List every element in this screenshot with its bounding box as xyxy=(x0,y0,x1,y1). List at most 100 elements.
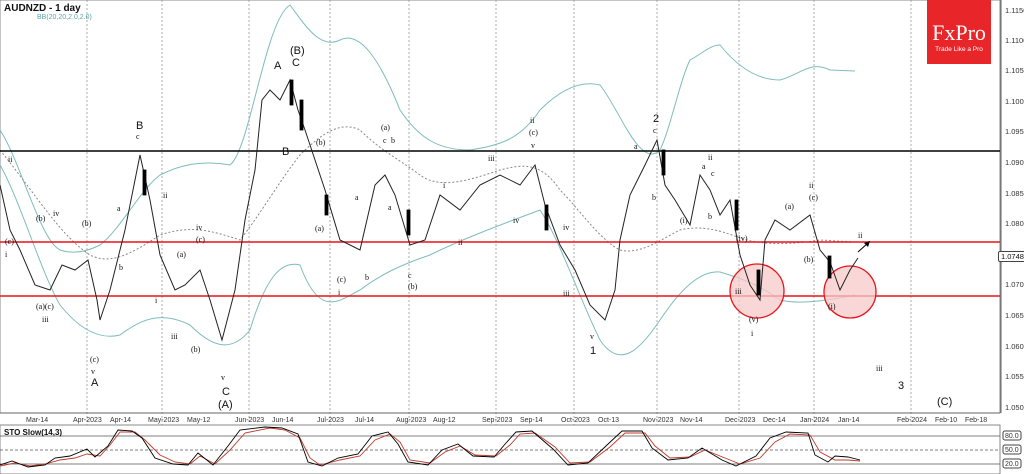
svg-text:b: b xyxy=(119,263,123,272)
bollinger-bands xyxy=(0,4,856,356)
svg-text:(C): (C) xyxy=(937,396,952,408)
svg-text:Nov-14: Nov-14 xyxy=(680,417,703,424)
svg-text:iv: iv xyxy=(563,223,569,232)
svg-text:b: b xyxy=(708,212,712,221)
svg-text:Feb-18: Feb-18 xyxy=(965,417,987,424)
highlight-zone-january xyxy=(823,265,877,319)
svg-text:(b): (b) xyxy=(408,282,418,291)
svg-text:C: C xyxy=(292,57,300,69)
svg-text:(b): (b) xyxy=(316,138,326,147)
svg-text:a: a xyxy=(355,193,359,202)
svg-text:(b): (b) xyxy=(36,214,46,223)
svg-text:(v): (v) xyxy=(749,315,759,324)
price-axis: 1.1150 1.1100 1.1050 1.1000 1.0950 1.0900 1.… xyxy=(1000,0,1024,413)
svg-text:c: c xyxy=(383,136,387,145)
svg-text:iii: iii xyxy=(42,315,49,324)
svg-text:1.0950: 1.0950 xyxy=(1005,127,1024,136)
svg-text:A: A xyxy=(91,377,99,389)
svg-text:(c): (c) xyxy=(90,355,99,364)
svg-text:ii: ii xyxy=(530,116,535,125)
svg-text:iv: iv xyxy=(196,223,202,232)
svg-text:(c): (c) xyxy=(337,275,346,284)
svg-text:a: a xyxy=(702,162,706,171)
svg-text:iii: iii xyxy=(876,364,883,373)
svg-text:May-2023: May-2023 xyxy=(148,417,179,424)
svg-text:Aug-12: Aug-12 xyxy=(433,417,456,424)
logo-brand: FxPro xyxy=(932,20,986,45)
svg-text:B: B xyxy=(282,146,289,158)
svg-text:1.0500: 1.0500 xyxy=(1005,403,1024,412)
svg-text:v: v xyxy=(91,367,95,376)
svg-text:i: i xyxy=(155,296,158,305)
svg-text:ii: ii xyxy=(809,181,814,190)
svg-text:Apr-14: Apr-14 xyxy=(110,417,131,424)
svg-text:1.0550: 1.0550 xyxy=(1005,372,1024,381)
svg-text:(a): (a) xyxy=(381,123,390,132)
svg-text:Jan-14: Jan-14 xyxy=(838,417,860,424)
svg-text:Feb-10: Feb-10 xyxy=(935,417,957,424)
wave-labels: A B C (A) A (B) C B 2 1 3 (C) xyxy=(91,45,952,411)
svg-text:(a)(c): (a)(c) xyxy=(36,302,54,311)
svg-text:50.0: 50.0 xyxy=(1005,447,1019,454)
bollinger-label: BB(20,20,2.0,2.0) xyxy=(37,14,92,21)
svg-text:(c): (c) xyxy=(809,193,818,202)
svg-text:b: b xyxy=(365,273,369,282)
svg-text:b: b xyxy=(652,193,656,202)
svg-text:i: i xyxy=(443,181,446,190)
svg-text:1.1000: 1.1000 xyxy=(1005,97,1024,106)
svg-text:ii: ii xyxy=(163,191,168,200)
svg-text:(A): (A) xyxy=(218,399,233,411)
svg-text:c: c xyxy=(136,132,140,141)
svg-text:v: v xyxy=(590,332,594,341)
svg-text:20.0: 20.0 xyxy=(1005,461,1019,468)
svg-text:1.0900: 1.0900 xyxy=(1005,158,1024,167)
svg-text:(b): (b) xyxy=(191,345,201,354)
svg-text:i: i xyxy=(5,250,8,259)
svg-text:a: a xyxy=(117,204,121,213)
svg-text:c: c xyxy=(653,126,657,135)
svg-text:i: i xyxy=(338,288,341,297)
svg-text:Jul-2023: Jul-2023 xyxy=(317,417,344,424)
current-price-tag: 1.0748 xyxy=(998,251,1024,262)
svg-text:iii: iii xyxy=(735,287,742,296)
svg-text:1.0700: 1.0700 xyxy=(1005,280,1024,289)
month-gridlines xyxy=(86,0,912,474)
svg-text:Oct-13: Oct-13 xyxy=(598,417,619,424)
svg-text:1.1050: 1.1050 xyxy=(1005,66,1024,75)
svg-text:3: 3 xyxy=(898,380,904,392)
svg-text:v: v xyxy=(221,373,225,382)
svg-text:(c): (c) xyxy=(5,237,14,246)
svg-text:Dec-14: Dec-14 xyxy=(763,417,786,424)
svg-text:Feb-2024: Feb-2024 xyxy=(897,417,927,424)
svg-text:80.0: 80.0 xyxy=(1005,433,1019,440)
svg-text:1.1100: 1.1100 xyxy=(1005,36,1024,45)
svg-text:A: A xyxy=(274,60,282,72)
svg-text:Jul-14: Jul-14 xyxy=(355,417,374,424)
svg-text:1.1150: 1.1150 xyxy=(1005,6,1024,15)
svg-text:ii: ii xyxy=(708,153,713,162)
svg-text:iii: iii xyxy=(563,289,570,298)
svg-text:Sep-14: Sep-14 xyxy=(520,417,543,424)
svg-text:(iv): (iv) xyxy=(736,234,748,243)
svg-text:(b): (b) xyxy=(82,219,92,228)
svg-text:Dec-2023: Dec-2023 xyxy=(725,417,755,424)
svg-text:1.0600: 1.0600 xyxy=(1005,342,1024,351)
chart-title: AUDNZD - 1 day xyxy=(4,3,81,14)
svg-text:(c): (c) xyxy=(529,128,538,137)
svg-text:c: c xyxy=(408,271,412,280)
svg-text:B: B xyxy=(136,120,143,132)
svg-text:Jan-2024: Jan-2024 xyxy=(800,417,829,424)
time-axis: Mar-14 Apr-2023 Apr-14 May-2023 May-12 Jun-2… xyxy=(0,412,1000,424)
svg-text:ii: ii xyxy=(458,238,463,247)
svg-text:iv: iv xyxy=(53,209,59,218)
svg-text:(B): (B) xyxy=(290,45,305,57)
svg-text:a: a xyxy=(388,203,392,212)
svg-text:1: 1 xyxy=(590,345,596,357)
svg-text:(c): (c) xyxy=(196,235,205,244)
svg-text:(i): (i) xyxy=(680,216,688,225)
logo-tagline: Trade Like a Pro xyxy=(935,46,983,53)
svg-text:ii: ii xyxy=(858,231,863,240)
svg-text:iv: iv xyxy=(513,216,519,225)
svg-text:iii: iii xyxy=(488,154,495,163)
